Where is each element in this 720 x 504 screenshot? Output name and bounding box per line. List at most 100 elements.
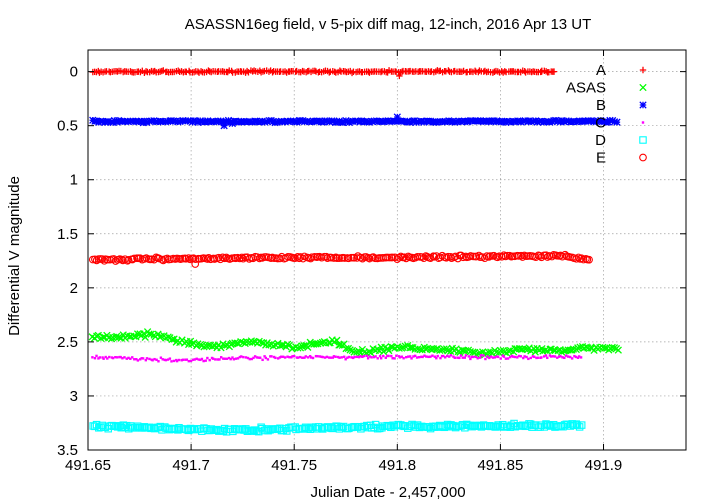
- data-point: [454, 347, 462, 356]
- data-point: [418, 117, 426, 125]
- data-point: [449, 421, 457, 430]
- x-tick-label: 491.85: [477, 457, 523, 474]
- data-point: [353, 355, 356, 359]
- data-point: [496, 355, 500, 359]
- data-point: [321, 355, 324, 359]
- data-point: [170, 335, 178, 343]
- data-point: [479, 353, 483, 357]
- data-point: [498, 420, 507, 429]
- data-point: [572, 254, 581, 263]
- data-point: [608, 343, 616, 352]
- legend-marker-d: [639, 136, 647, 144]
- data-point: [517, 118, 525, 126]
- data-point: [123, 256, 132, 265]
- data-point: [153, 357, 156, 361]
- data-point: [433, 355, 437, 358]
- data-point: [408, 355, 412, 358]
- data-point: [453, 118, 461, 126]
- data-point: [442, 253, 451, 262]
- data-point: [274, 356, 277, 360]
- data-point: [150, 255, 158, 264]
- data-point: [185, 358, 189, 361]
- data-point: [308, 354, 312, 358]
- data-point: [111, 356, 115, 360]
- data-point: [130, 254, 139, 263]
- data-point: [362, 354, 366, 358]
- data-point: [469, 357, 472, 361]
- data-point: [393, 357, 396, 360]
- data-point: [208, 358, 211, 362]
- data-point: [216, 358, 219, 361]
- data-point: [346, 346, 354, 354]
- data-point: [353, 117, 362, 125]
- data-point: [488, 356, 491, 360]
- data-point: [504, 357, 508, 360]
- data-point: [469, 348, 477, 356]
- data-point: [463, 356, 467, 359]
- data-point: [548, 354, 552, 357]
- data-point: [214, 358, 217, 361]
- data-point: [574, 355, 578, 359]
- data-point: [215, 427, 223, 435]
- series-e: [88, 250, 593, 268]
- data-point: [610, 344, 619, 352]
- axes: 491.65 491.7 491.75 491.8 491.85 491.9 0 0.5 1 1.…: [57, 49, 687, 474]
- data-point: [460, 117, 469, 125]
- data-point: [588, 117, 596, 125]
- data-point: [531, 355, 535, 358]
- data-point: [444, 252, 452, 261]
- data-point: [372, 117, 381, 125]
- data-point: [294, 344, 302, 352]
- data-point: [390, 354, 393, 358]
- x-tick-label: 491.75: [271, 457, 317, 474]
- data-point: [464, 354, 468, 357]
- data-point: [252, 356, 255, 360]
- data-point: [264, 426, 272, 435]
- data-point: [136, 359, 140, 362]
- data-point: [280, 355, 283, 358]
- data-point: [101, 356, 104, 359]
- data-point: [431, 354, 434, 357]
- data-point: [232, 358, 236, 361]
- data-point: [318, 425, 327, 433]
- data-point: [500, 251, 508, 260]
- data-point: [244, 356, 248, 359]
- data-point: [556, 356, 559, 359]
- data-point: [193, 358, 197, 361]
- data-point: [263, 117, 271, 126]
- data-point: [523, 355, 526, 358]
- data-point: [191, 260, 200, 268]
- data-point: [225, 357, 229, 360]
- data-point: [436, 354, 439, 358]
- data-point: [379, 357, 383, 360]
- data-point: [476, 116, 485, 125]
- data-point: [425, 355, 428, 358]
- data-point: [575, 117, 584, 125]
- data-point: [204, 253, 213, 262]
- data-point: [511, 118, 519, 126]
- data-point: [214, 253, 223, 262]
- data-point: [117, 423, 125, 432]
- y-axis-label: Differential V magnitude: [6, 176, 23, 336]
- data-point: [258, 117, 266, 125]
- data-point: [266, 358, 270, 361]
- series-d: [89, 419, 586, 436]
- data-point: [226, 425, 235, 434]
- data-point: [493, 356, 497, 359]
- data-point: [192, 358, 195, 361]
- data-point: [525, 117, 533, 125]
- data-point: [155, 358, 158, 362]
- data-point: [436, 346, 444, 355]
- data-point: [440, 354, 444, 358]
- data-point: [194, 340, 202, 348]
- data-point: [550, 68, 558, 75]
- data-point: [108, 421, 116, 430]
- data-point: [157, 332, 166, 340]
- data-point: [273, 425, 282, 433]
- data-point: [574, 253, 583, 262]
- data-point: [449, 354, 453, 357]
- data-point: [142, 68, 150, 75]
- data-point: [614, 346, 622, 354]
- data-point: [314, 354, 318, 358]
- data-point: [448, 355, 451, 358]
